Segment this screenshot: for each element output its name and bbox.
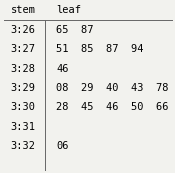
- Text: 3:26: 3:26: [10, 25, 36, 35]
- Text: 65  87: 65 87: [56, 25, 93, 35]
- Text: 3:28: 3:28: [10, 63, 36, 74]
- Text: 46: 46: [56, 63, 68, 74]
- Text: 51  85  87  94: 51 85 87 94: [56, 44, 144, 54]
- Text: 28  45  46  50  66  78  84: 28 45 46 50 66 78 84: [56, 102, 175, 112]
- Text: 3:30: 3:30: [10, 102, 36, 112]
- Text: 3:29: 3:29: [10, 83, 36, 93]
- Text: leaf: leaf: [56, 5, 81, 15]
- Text: 3:27: 3:27: [10, 44, 36, 54]
- Text: 3:32: 3:32: [10, 141, 36, 151]
- Text: 06: 06: [56, 141, 68, 151]
- Text: 08  29  40  43  78: 08 29 40 43 78: [56, 83, 169, 93]
- Text: 3:31: 3:31: [10, 122, 36, 132]
- Text: stem: stem: [10, 5, 36, 15]
